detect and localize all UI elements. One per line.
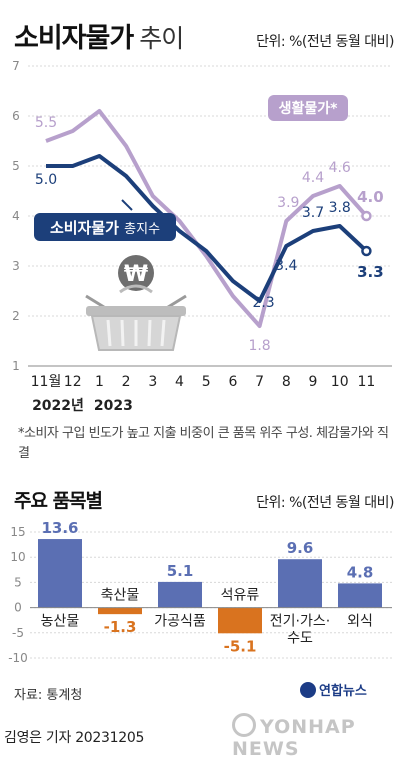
bar-category-label: 축산물 <box>101 588 140 604</box>
data-label: 1.8 <box>248 338 270 354</box>
x-tick-label: 9 <box>309 374 318 390</box>
series-line-living <box>45 109 368 328</box>
basket-icon: ₩ <box>85 255 187 351</box>
y-tick-label: 5 <box>12 159 20 173</box>
y-tick-label: 2 <box>12 309 20 323</box>
y-tick-label: 15 <box>10 525 25 539</box>
bar-category-label: 수도 <box>287 631 313 647</box>
y-tick-label: 0 <box>14 601 22 615</box>
bar <box>38 539 82 608</box>
data-label: 4.6 <box>329 160 351 176</box>
x-tick-label: 1 <box>95 374 104 390</box>
y-tick-label: -10 <box>8 651 28 665</box>
y-tick-label: 10 <box>10 550 25 564</box>
data-label: 3.7 <box>302 205 324 221</box>
bar <box>158 581 202 608</box>
x-tick-label: 10 <box>331 374 349 390</box>
x-tick-label: 2 <box>122 374 131 390</box>
x-tick-label: 3 <box>148 374 157 390</box>
y-tick-label: 7 <box>12 59 20 73</box>
data-label: 3.4 <box>275 258 297 274</box>
bar-value-label: -5.1 <box>224 637 257 655</box>
x-tick-label: 7 <box>255 374 264 390</box>
bar-chart: -10 -5 0 5 10 15 13.6 농산물 -1.3 축산물 5.1 가공식품 -5.1 석유류 9… <box>8 519 392 665</box>
watermark: YONHAP NEWS <box>232 713 408 760</box>
year-label: 2022년 <box>32 398 84 414</box>
bar-category-label: 가공식품 <box>154 614 206 630</box>
bar <box>338 583 382 608</box>
bar-chart-unit: 단위: %(전년 동월 대비) <box>256 495 394 511</box>
legend-label-cpi-suffix: 총지수 <box>124 222 160 237</box>
title-main-text: 소비자물가 <box>14 23 134 54</box>
source-note: 자료: 통계청 <box>14 688 83 703</box>
line-chart-unit: 단위: %(전년 동월 대비) <box>256 34 394 50</box>
legend-box-cpi <box>34 213 176 241</box>
data-label: 3.8 <box>329 200 351 216</box>
svg-text:₩: ₩ <box>124 262 148 287</box>
series-end-point-cpi <box>361 245 372 257</box>
year-label: 2023 <box>94 398 133 414</box>
x-tick-label: 4 <box>175 374 184 390</box>
data-label: 5.5 <box>35 115 57 131</box>
bar-category-label: 석유류 <box>221 588 260 604</box>
series-end-point-living <box>361 210 372 222</box>
x-tick-label: 6 <box>228 374 237 390</box>
bar-value-label: 4.8 <box>347 563 374 581</box>
section-title: 주요 품목별 <box>14 490 103 512</box>
y-tick-label: 5 <box>14 575 22 589</box>
y-tick-label: 3 <box>12 259 20 273</box>
series-line-cpi <box>46 154 368 303</box>
data-label: 3.3 <box>357 263 384 281</box>
bar <box>278 559 322 608</box>
x-tick-label: 11월 <box>31 374 62 390</box>
legend-label-living: 생활물가* <box>279 100 339 117</box>
x-tick-label: 12 <box>64 374 82 390</box>
bar-value-label: 9.6 <box>287 539 314 557</box>
page-title: 소비자물가 추이 <box>14 16 184 55</box>
data-label: 3.9 <box>277 195 299 211</box>
data-label: 2.3 <box>252 295 274 311</box>
x-tick-label: 8 <box>282 374 291 390</box>
data-label: 4.0 <box>357 188 384 206</box>
data-label: 4.4 <box>302 170 324 186</box>
logo-icon <box>300 682 316 698</box>
y-tick-label: 6 <box>12 109 20 123</box>
logo-text: 연합뉴스 <box>319 684 367 699</box>
footnote: *소비자 구입 빈도가 높고 지출 비중이 큰 품목 위주 구성. 체감물가와 … <box>18 426 389 461</box>
bar <box>218 607 262 634</box>
title-suffix: 추이 <box>139 24 184 53</box>
bar-category-label: 전기·가스· <box>270 614 330 630</box>
legend-pointer-cpi <box>121 199 133 211</box>
watermark-ring-icon <box>232 713 256 737</box>
bar-value-label: -1.3 <box>104 618 137 636</box>
bar <box>98 607 142 615</box>
y-tick-label: 1 <box>12 359 20 373</box>
legend-label-cpi-name: 소비자물가 <box>50 219 124 237</box>
y-tick-label: -5 <box>12 626 24 640</box>
data-label: 5.0 <box>35 172 57 188</box>
legend-box-living <box>268 95 348 121</box>
y-tick-label: 4 <box>12 209 20 223</box>
bar-value-label: 13.6 <box>41 519 78 537</box>
bar-category-label: 농산물 <box>41 614 80 630</box>
bar-value-label: 5.1 <box>167 562 194 580</box>
bar-category-label: 외식 <box>347 614 373 630</box>
byline: 김영은 기자 20231205 <box>4 730 145 746</box>
legend-label-cpi: 소비자물가 총지수 <box>50 219 160 237</box>
yonhap-logo: 연합뉴스 <box>300 680 367 699</box>
x-tick-label: 5 <box>202 374 211 390</box>
x-tick-label: 11 <box>357 374 375 390</box>
